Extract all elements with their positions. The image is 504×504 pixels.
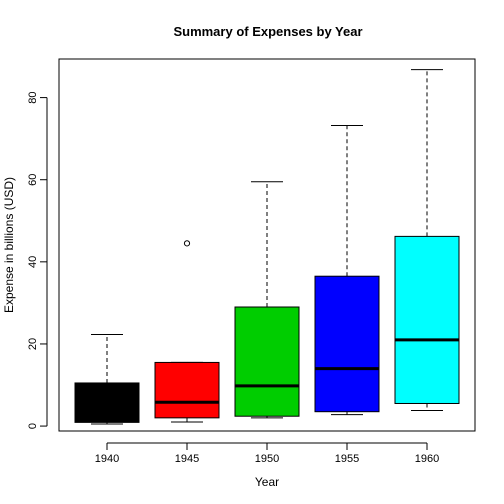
x-tick-label: 1950 <box>255 453 279 465</box>
chart-title: Summary of Expenses by Year <box>173 24 362 39</box>
y-tick-label: 20 <box>27 338 39 350</box>
x-tick-label: 1945 <box>175 453 199 465</box>
x-tick-label: 1955 <box>335 453 359 465</box>
box-body <box>394 235 460 404</box>
box-1950 <box>234 181 300 419</box>
plot-frame <box>58 58 476 432</box>
x-axis-label: Year <box>255 475 279 489</box>
y-tick-label: 80 <box>27 91 39 103</box>
box-1955 <box>314 125 380 416</box>
outlier-point <box>183 240 191 247</box>
box-body <box>314 275 380 413</box>
box-body <box>234 306 300 417</box>
y-tick-label: 40 <box>27 256 39 268</box>
y-tick-label: 60 <box>27 174 39 186</box>
y-tick-label: 0 <box>27 423 39 429</box>
y-axis-label: Expense in billions (USD) <box>2 177 16 313</box>
box-1960 <box>394 69 460 411</box>
y-axis: 0 20 40 60 80 <box>27 91 48 429</box>
x-tick-label: 1940 <box>95 453 119 465</box>
x-tick-label: 1960 <box>415 453 439 465</box>
box-1945 <box>154 240 220 423</box>
box-1940 <box>74 334 140 425</box>
box-body <box>154 361 220 419</box>
box-body <box>74 382 140 423</box>
boxes <box>74 69 460 425</box>
x-axis: 1940 1945 1950 1955 1960 <box>95 442 439 465</box>
